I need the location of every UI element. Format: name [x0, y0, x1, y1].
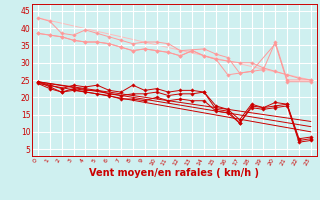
- X-axis label: Vent moyen/en rafales ( km/h ): Vent moyen/en rafales ( km/h ): [89, 168, 260, 178]
